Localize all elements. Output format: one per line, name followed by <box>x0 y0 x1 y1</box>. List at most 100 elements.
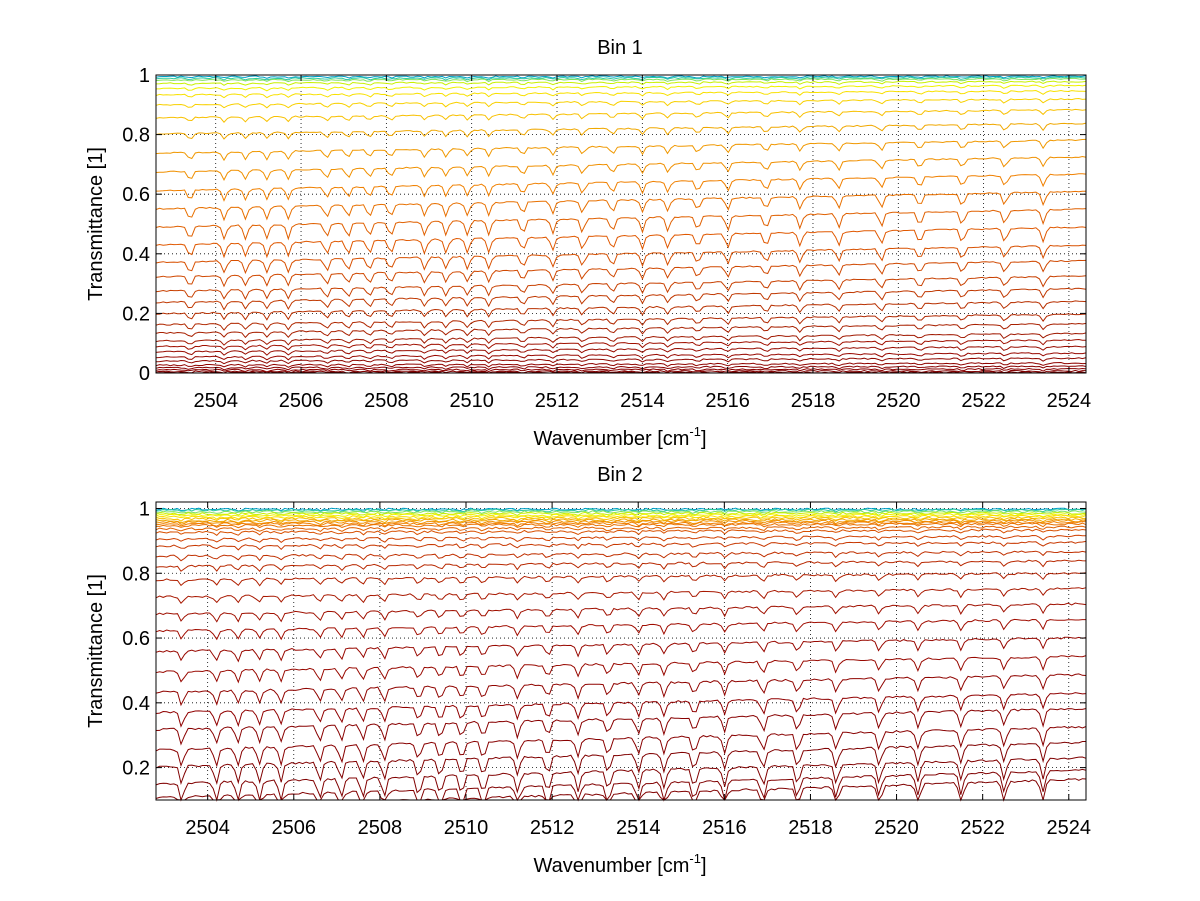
x-tick-label: 2516 <box>705 390 750 412</box>
series-line <box>155 190 1086 222</box>
series-line <box>155 516 1087 522</box>
series-line <box>155 510 1087 515</box>
series-line <box>155 508 1087 513</box>
x-tick-label: 2520 <box>876 390 921 412</box>
series-line <box>155 511 1087 517</box>
series-line <box>155 313 1087 331</box>
series-line <box>155 155 1087 181</box>
x-tick-label: 2518 <box>791 390 836 412</box>
y-tick-label: 0.6 <box>122 628 150 650</box>
y-tick-label: 0.8 <box>122 125 150 147</box>
series-line <box>155 692 1087 728</box>
series-line <box>155 768 1087 802</box>
series-line <box>155 528 1087 536</box>
series-line <box>155 725 1087 768</box>
series-line <box>155 80 1087 86</box>
y-ticks: 0.2 0.4 0.6 0.8 1 <box>122 498 1086 780</box>
series-line <box>155 89 1087 99</box>
y-tick-label: 1 <box>139 498 150 520</box>
series-line <box>155 75 1087 79</box>
x-axis-label: Wavenumber [cm-1] <box>533 851 706 877</box>
y-tick-label: 1 <box>139 65 150 87</box>
series-line <box>155 208 1087 241</box>
x-tick-label: 2512 <box>530 817 575 839</box>
x-tick-label: 2506 <box>279 390 324 412</box>
series-line <box>155 357 1087 365</box>
series-line <box>155 244 1087 275</box>
series-line <box>155 352 1087 361</box>
x-tick-label: 2512 <box>535 390 580 412</box>
series-line <box>155 275 1087 301</box>
chart-title: Bin 2 <box>597 464 643 486</box>
x-tick-label: 2508 <box>364 390 409 412</box>
series-lines <box>155 507 1087 802</box>
x-tick-label: 2504 <box>193 390 238 412</box>
y-axis-label: Transmittance [1] <box>85 147 107 301</box>
series-line <box>155 636 1087 663</box>
x-tick-label: 2524 <box>1047 817 1092 839</box>
y-tick-label: 0.4 <box>122 693 150 715</box>
y-axis-label: Transmittance [1] <box>85 574 107 728</box>
series-line <box>155 708 1087 746</box>
x-ticks: 2504 2506 2508 2510 2512 2514 2516 2518 2520 2522… <box>193 75 1091 412</box>
series-line <box>155 513 1087 518</box>
series-line <box>155 122 1087 140</box>
series-lines <box>155 75 1087 374</box>
series-line <box>155 97 1087 109</box>
series-line <box>155 138 1087 162</box>
x-tick-label: 2506 <box>272 817 317 839</box>
y-tick-label: 0.8 <box>122 563 150 585</box>
series-line <box>155 572 1087 587</box>
series-line <box>155 587 1087 604</box>
x-tick-label: 2516 <box>702 817 747 839</box>
series-line <box>156 84 1087 92</box>
x-tick-label: 2508 <box>358 817 403 839</box>
series-line <box>155 365 1087 371</box>
series-line <box>155 519 1087 526</box>
x-axis-label: Wavenumber [cm-1] <box>533 424 706 450</box>
series-line <box>155 517 1087 524</box>
series-line <box>155 520 1087 527</box>
panel-bin-2: Bin 2 2504 2506 2508 2510 2512 2514 2516 2518 25… <box>85 464 1091 877</box>
plot-area-frame <box>155 74 1087 374</box>
chart-title: Bin 1 <box>597 37 643 59</box>
x-tick-label: 2510 <box>449 390 494 412</box>
series-line <box>155 602 1087 623</box>
series-line <box>155 618 1086 641</box>
x-tick-label: 2504 <box>185 817 230 839</box>
series-line <box>155 534 1087 544</box>
series-line <box>155 338 1086 351</box>
series-line <box>155 108 1087 123</box>
x-tick-label: 2518 <box>788 817 833 839</box>
x-tick-label: 2514 <box>620 390 665 412</box>
x-tick-label: 2522 <box>961 390 1006 412</box>
series-line <box>155 550 1087 562</box>
series-line <box>155 76 1087 81</box>
series-line <box>155 756 1087 802</box>
x-tick-label: 2522 <box>960 817 1005 839</box>
series-line <box>155 332 1087 346</box>
y-tick-label: 0.2 <box>122 303 150 325</box>
y-ticks: 0 0.2 0.4 0.6 0.8 1 <box>122 65 1086 385</box>
x-tick-label: 2524 <box>1047 390 1092 412</box>
x-tick-label: 2514 <box>616 817 661 839</box>
series-line <box>155 741 1086 786</box>
x-ticks: 2504 2506 2508 2510 2512 2514 2516 2518 2520 2522… <box>185 502 1091 839</box>
series-line <box>155 77 1087 83</box>
series-line <box>155 259 1087 288</box>
series-line <box>156 522 1087 529</box>
series-line <box>155 322 1087 339</box>
series-line <box>155 300 1087 321</box>
y-tick-label: 0.2 <box>122 758 150 780</box>
series-line <box>155 540 1087 551</box>
series-line <box>155 361 1087 368</box>
panel-bin-1: Bin 1 2504 2506 2508 2510 2512 2514 2516 2518 25… <box>85 37 1091 450</box>
plot-area-frame <box>155 501 1087 801</box>
series-line <box>155 226 1087 259</box>
series-line <box>155 367 1087 373</box>
series-line <box>155 287 1087 311</box>
y-tick-label: 0.6 <box>122 184 150 206</box>
series-line <box>155 559 1087 572</box>
